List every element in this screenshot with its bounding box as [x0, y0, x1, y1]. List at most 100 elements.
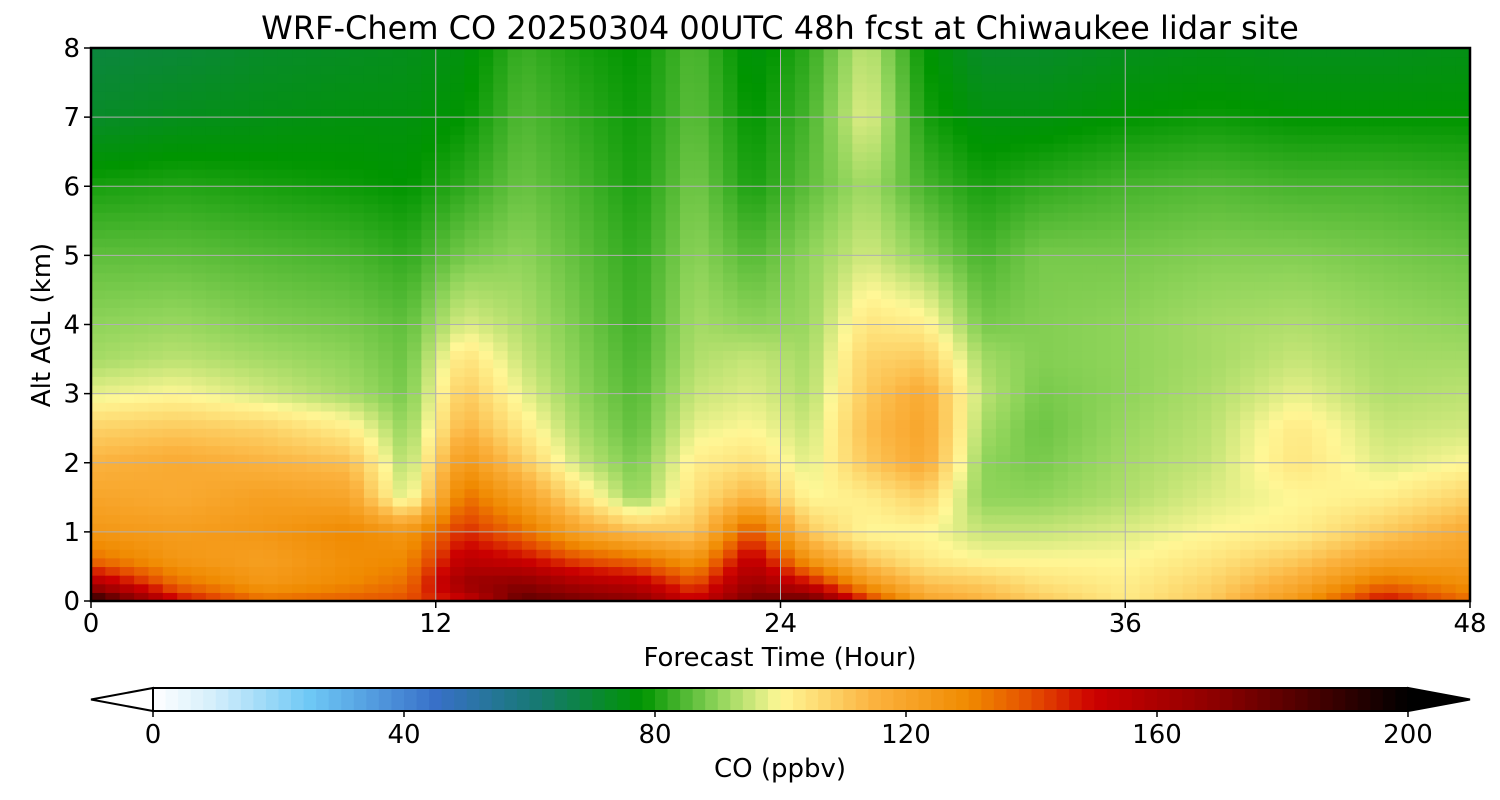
heatmap-cell	[1039, 566, 1055, 576]
heatmap-cell	[162, 229, 178, 239]
heatmap-cell	[636, 531, 652, 542]
heatmap-cell	[737, 264, 753, 274]
heatmap-cell	[579, 220, 595, 231]
heatmap-cell	[823, 549, 839, 559]
heatmap-cell	[909, 384, 925, 395]
heatmap-cell	[593, 315, 609, 326]
heatmap-cell	[91, 393, 106, 403]
heatmap-cell	[1010, 549, 1026, 559]
heatmap-cell	[493, 575, 509, 585]
heatmap-cell	[1426, 583, 1442, 593]
heatmap-cell	[536, 238, 552, 248]
heatmap-cell	[407, 220, 422, 231]
heatmap-cell	[1412, 393, 1428, 403]
heatmap-cell	[1240, 333, 1256, 343]
heatmap-cell	[837, 186, 853, 196]
heatmap-cell	[1369, 151, 1385, 161]
heatmap-cell	[1168, 480, 1184, 490]
heatmap-cell	[866, 428, 882, 438]
heatmap-cell	[234, 566, 250, 576]
heatmap-cell	[1211, 367, 1227, 377]
heatmap-cell	[1024, 497, 1040, 507]
heatmap-cell	[608, 186, 624, 196]
heatmap-cell	[435, 505, 451, 516]
heatmap-cell	[1024, 289, 1040, 300]
heatmap-cell	[536, 419, 552, 429]
heatmap-cell	[205, 505, 221, 516]
heatmap-cell	[191, 462, 207, 472]
heatmap-cell	[478, 531, 494, 542]
heatmap-cell	[995, 393, 1011, 403]
heatmap-cell	[536, 212, 552, 222]
heatmap-cell	[924, 514, 940, 524]
heatmap-cell	[981, 359, 997, 369]
heatmap-cell	[1182, 151, 1198, 161]
heatmap-cell	[679, 315, 695, 326]
heatmap-cell	[464, 281, 480, 291]
heatmap-cell	[723, 557, 738, 568]
heatmap-cell	[363, 531, 379, 542]
heatmap-cell	[134, 255, 150, 265]
heatmap-cell	[435, 393, 451, 403]
heatmap-cell	[320, 359, 336, 369]
heatmap-cell	[507, 307, 523, 317]
heatmap-cell	[1398, 194, 1414, 205]
heatmap-cell	[536, 497, 552, 507]
heatmap-cell	[1455, 160, 1470, 170]
heatmap-cell	[694, 583, 710, 593]
heatmap-cell	[1053, 471, 1069, 481]
heatmap-cell	[909, 436, 925, 447]
heatmap-cell	[1096, 246, 1112, 256]
heatmap-cell	[780, 471, 796, 481]
heatmap-cell	[952, 462, 968, 472]
heatmap-cell	[191, 523, 207, 533]
heatmap-cell	[91, 445, 106, 455]
heatmap-cell	[694, 436, 710, 447]
heatmap-cell	[220, 454, 236, 464]
heatmap-cell	[493, 480, 509, 490]
heatmap-cell	[780, 281, 796, 291]
heatmap-cell	[1211, 203, 1227, 213]
heatmap-cell	[249, 315, 264, 326]
heatmap-cell	[148, 151, 164, 161]
heatmap-cell	[550, 151, 566, 161]
heatmap-cell	[708, 384, 724, 395]
heatmap-cell	[1168, 341, 1184, 352]
heatmap-cell	[1283, 246, 1299, 256]
heatmap-cell	[1053, 367, 1069, 377]
heatmap-cell	[493, 151, 509, 161]
heatmap-cell	[694, 549, 710, 559]
heatmap-cell	[105, 523, 121, 533]
heatmap-cell	[521, 203, 537, 213]
heatmap-cell	[708, 212, 724, 222]
heatmap-cell	[191, 350, 207, 360]
heatmap-cell	[1024, 246, 1040, 256]
heatmap-cell	[766, 445, 782, 455]
heatmap-cell	[1383, 246, 1399, 256]
heatmap-cell	[435, 471, 451, 481]
heatmap-cell	[1168, 393, 1184, 403]
heatmap-cell	[1455, 384, 1470, 395]
heatmap-cell	[335, 324, 351, 334]
heatmap-cell	[1082, 540, 1098, 550]
heatmap-cell	[148, 246, 164, 256]
heatmap-cell	[938, 480, 954, 490]
heatmap-cell	[1197, 315, 1213, 326]
heatmap-cell	[780, 151, 796, 161]
heatmap-cell	[837, 281, 853, 291]
heatmap-cell	[809, 272, 825, 282]
heatmap-cell	[320, 436, 336, 447]
heatmap-cell	[881, 575, 897, 585]
heatmap-cell	[895, 393, 911, 403]
heatmap-cell	[938, 168, 954, 179]
heatmap-cell	[1225, 557, 1241, 568]
heatmap-cell	[1153, 238, 1169, 248]
heatmap-cell	[1096, 168, 1112, 179]
heatmap-cell	[493, 194, 509, 205]
heatmap-cell	[967, 393, 983, 403]
heatmap-cell	[1168, 583, 1184, 593]
heatmap-cell	[809, 557, 825, 568]
heatmap-cell	[952, 575, 968, 585]
heatmap-cell	[105, 531, 121, 542]
heatmap-cell	[1067, 583, 1083, 593]
